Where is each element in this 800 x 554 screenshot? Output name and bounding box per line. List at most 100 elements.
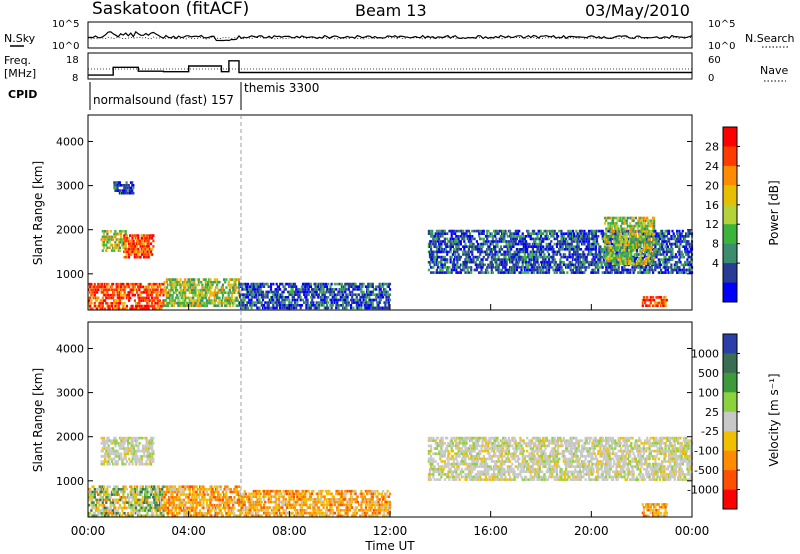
- power-echo-cell: [676, 242, 679, 246]
- velocity-echo-cell: [142, 496, 146, 499]
- power-echo-cell: [460, 237, 464, 241]
- power-echo-cell: [146, 299, 149, 302]
- power-echo-cell: [630, 242, 633, 246]
- power-echo-cell: [136, 234, 139, 237]
- power-echo-cell: [145, 245, 148, 248]
- velocity-echo-cell: [107, 457, 110, 461]
- power-echo-cell: [553, 232, 556, 235]
- power-echo-cell: [104, 299, 107, 302]
- power-echo-cell: [324, 282, 327, 286]
- power-echo-cell: [196, 296, 199, 300]
- power-echo-cell: [383, 293, 386, 296]
- power-echo-cell: [444, 258, 448, 261]
- power-echo-cell: [527, 266, 530, 269]
- power-echo-cell: [172, 299, 175, 302]
- power-echo-cell: [542, 263, 545, 267]
- power-echo-cell: [136, 288, 139, 291]
- power-echo-cell: [433, 255, 436, 259]
- velocity-echo-cell: [153, 514, 156, 518]
- velocity-echo-cell: [129, 501, 132, 504]
- power-echo-cell: [601, 229, 604, 233]
- power-echo-cell: [189, 278, 192, 281]
- power-echo-cell: [648, 262, 651, 266]
- velocity-echo-cell: [100, 460, 103, 463]
- power-echo-cell: [231, 291, 234, 294]
- power-echo-cell: [432, 240, 435, 243]
- power-echo-cell: [283, 306, 286, 310]
- power-echo-cell: [141, 285, 144, 289]
- power-echo-cell: [228, 304, 231, 307]
- power-echo-cell: [320, 298, 323, 302]
- power-echo-cell: [143, 242, 146, 245]
- power-echo-cell: [458, 248, 461, 251]
- power-echo-cell: [515, 229, 518, 233]
- power-echo-cell: [646, 304, 649, 307]
- power-echo-cell: [309, 296, 313, 299]
- power-echo-cell: [507, 240, 510, 243]
- power-echo-cell: [668, 232, 671, 235]
- power-echo-cell: [610, 237, 613, 241]
- power-echo-cell: [502, 237, 505, 241]
- power-echo-cell: [528, 253, 531, 256]
- power-echo-cell: [145, 253, 148, 256]
- power-echo-cell: [629, 224, 632, 228]
- power-echo-cell: [607, 249, 610, 252]
- power-echo-cell: [438, 245, 441, 248]
- power-echo-cell: [613, 266, 616, 269]
- power-echo-cell: [364, 298, 367, 302]
- velocity-echo-cell: [114, 501, 117, 504]
- power-echo-cell: [498, 268, 501, 272]
- power-echo-cell: [610, 242, 613, 246]
- power-echo-cell: [109, 293, 112, 297]
- power-echo-cell: [292, 296, 295, 299]
- power-echo-cell: [147, 239, 150, 243]
- power-echo-cell: [330, 298, 333, 302]
- power-echo-cell: [587, 229, 591, 233]
- power-echo-cell: [562, 237, 565, 241]
- power-echo-cell: [123, 239, 126, 243]
- power-echo-cell: [130, 250, 133, 254]
- power-echo-cell: [371, 301, 374, 304]
- velocity-echo-cell: [158, 488, 162, 491]
- power-echo-cell: [315, 301, 318, 304]
- power-echo-cell: [638, 262, 641, 266]
- power-echo-cell: [161, 304, 164, 308]
- power-echo-cell: [544, 235, 547, 238]
- power-echo-cell: [205, 294, 208, 297]
- velocity-echo-cell: [128, 503, 131, 507]
- power-echo-cell: [658, 301, 661, 305]
- power-echo-cell: [688, 271, 691, 274]
- power-echo-cell: [665, 266, 668, 269]
- velocity-echo-cell: [100, 503, 103, 507]
- power-echo-cell: [656, 296, 659, 299]
- power-echo-cell: [577, 245, 580, 248]
- velocity-echo-cell: [140, 501, 143, 504]
- power-echo-cell: [189, 291, 192, 294]
- power-echo-cell: [123, 234, 126, 237]
- velocity-echo-cell: [104, 498, 107, 502]
- power-echo-cell: [571, 263, 575, 267]
- power-echo-cell: [351, 296, 354, 299]
- power-echo-cell: [451, 237, 454, 241]
- power-echo-cell: [336, 282, 339, 286]
- power-echo-cell: [436, 263, 440, 267]
- power-echo-cell: [658, 271, 661, 274]
- velocity-echo-cell: [96, 514, 99, 518]
- power-echo-cell: [688, 268, 691, 272]
- power-echo-cell: [193, 299, 196, 302]
- power-echo-cell: [685, 253, 688, 256]
- power-echo-cell: [90, 302, 93, 305]
- power-echo-cell: [201, 294, 204, 297]
- velocity-echo-cell: [155, 506, 158, 510]
- power-echo-cell: [96, 299, 99, 302]
- power-echo-cell: [534, 258, 537, 261]
- velocity-echo-cell: [113, 485, 116, 488]
- velocity-echo-cell: [112, 447, 115, 450]
- power-echo-cell: [188, 304, 191, 307]
- power-echo-cell: [120, 288, 123, 291]
- power-echo-cell: [299, 296, 302, 299]
- power-echo-cell: [367, 304, 370, 307]
- power-echo-cell: [586, 253, 589, 256]
- power-echo-cell: [450, 245, 453, 248]
- power-echo-cell: [671, 229, 674, 233]
